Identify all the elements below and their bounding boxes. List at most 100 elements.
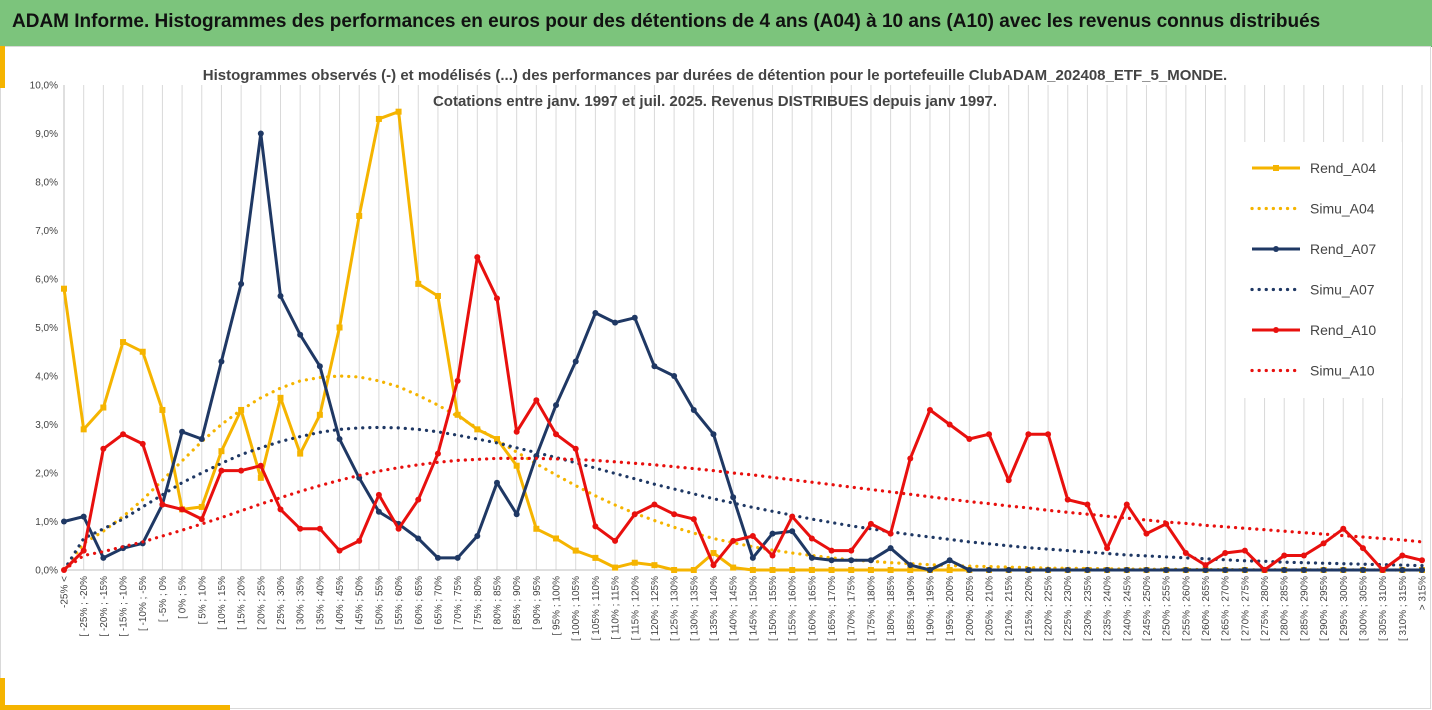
- y-tick-label: 7,0%: [35, 226, 58, 237]
- data-point-rend-a07: [808, 554, 815, 561]
- x-tick-label: [ 20% ; 25%: [256, 576, 267, 630]
- x-tick-label: [ 100% ; 105%: [571, 576, 582, 641]
- data-point-rend-a10: [198, 516, 205, 523]
- data-point-rend-a10: [651, 501, 658, 508]
- data-point-rend-a10: [690, 516, 697, 523]
- data-point-rend-a07: [336, 436, 343, 443]
- x-tick-label: -25% <: [60, 576, 71, 608]
- data-point-rend-a04: [61, 285, 67, 292]
- x-tick-label: [ 250% ; 255%: [1162, 576, 1173, 641]
- data-point-rend-a04: [80, 426, 87, 433]
- x-tick-label: [ 120% ; 125%: [650, 576, 661, 641]
- data-point-rend-a07: [1163, 567, 1170, 573]
- data-point-rend-a07: [316, 363, 323, 370]
- data-point-rend-a04: [533, 525, 540, 532]
- legend-label-simu-a10: Simu_A10: [1310, 363, 1375, 379]
- x-tick-label: [ 185% ; 190%: [906, 576, 917, 641]
- data-point-rend-a10: [179, 506, 186, 513]
- data-point-rend-a07: [434, 554, 441, 561]
- x-tick-label: [ 255% ; 260%: [1181, 576, 1192, 641]
- series-line-rend-a07: [63, 132, 1422, 572]
- data-point-rend-a10: [1064, 496, 1071, 503]
- data-point-rend-a10: [257, 462, 264, 469]
- data-point-rend-a04: [454, 411, 461, 418]
- data-point-rend-a10: [218, 467, 225, 474]
- x-tick-label: [ -5% ; 0%: [158, 576, 169, 622]
- data-point-rend-a04: [139, 348, 146, 355]
- chart-subtitle: Cotations entre janv. 1997 et juil. 2025…: [432, 93, 998, 110]
- data-point-rend-a07: [1143, 567, 1150, 573]
- legend-box: [1236, 142, 1402, 398]
- series-line-simu-a10: [62, 456, 1424, 572]
- data-point-rend-a04: [651, 562, 658, 569]
- data-point-rend-a04: [218, 448, 225, 455]
- data-point-rend-a04: [316, 411, 323, 418]
- data-point-rend-a10: [1300, 552, 1307, 559]
- data-point-rend-a07: [1241, 567, 1248, 573]
- data-point-rend-a10: [789, 513, 796, 520]
- legend-label-simu-a04: Simu_A04: [1310, 201, 1375, 217]
- data-point-rend-a10: [1320, 540, 1327, 547]
- data-point-rend-a07: [730, 494, 737, 501]
- data-point-rend-a04: [198, 503, 205, 510]
- x-tick-label: [ 300% ; 305%: [1358, 576, 1369, 641]
- data-point-rend-a04: [730, 564, 737, 571]
- data-point-rend-a07: [848, 557, 855, 564]
- x-tick-label: [ 220% ; 225%: [1044, 576, 1055, 641]
- data-point-rend-a07: [671, 373, 678, 379]
- data-point-rend-a10: [238, 467, 245, 474]
- y-tick-label: 6,0%: [35, 275, 58, 286]
- y-tick-label: 10,0%: [30, 81, 58, 92]
- data-point-rend-a10: [769, 552, 776, 559]
- x-tick-label: [ 280% ; 285%: [1280, 576, 1291, 641]
- data-point-rend-a04: [671, 567, 678, 573]
- data-point-rend-a10: [730, 537, 737, 544]
- x-tick-label: [ 95% ; 100%: [552, 576, 563, 636]
- data-point-rend-a07: [1222, 567, 1229, 573]
- data-point-rend-a10: [297, 525, 304, 532]
- x-tick-label: [ 240% ; 245%: [1122, 576, 1133, 641]
- data-point-rend-a10: [1084, 501, 1091, 508]
- x-tick-label: [ 25% ; 30%: [276, 576, 287, 630]
- data-point-rend-a10: [513, 428, 520, 435]
- chart-frame: [0, 46, 1431, 709]
- data-point-rend-a07: [867, 557, 874, 564]
- data-point-rend-a07: [1025, 567, 1032, 573]
- data-point-rend-a07: [179, 428, 186, 435]
- x-tick-label: [ 155% ; 160%: [788, 576, 799, 641]
- data-point-rend-a10: [474, 254, 481, 261]
- report-title: ADAM Informe. Histogrammes des performan…: [12, 11, 1321, 32]
- accent-corner-bottom: [0, 678, 230, 710]
- x-tick-label: [ 0% ; 5%: [178, 576, 189, 619]
- x-tick-label: [ 170% ; 175%: [847, 576, 858, 641]
- y-tick-label: 4,0%: [35, 372, 58, 383]
- data-point-rend-a10: [415, 496, 422, 503]
- data-point-rend-a04: [592, 554, 599, 561]
- data-point-rend-a04: [297, 450, 304, 457]
- data-point-rend-a04: [415, 280, 422, 287]
- x-tick-label: [ 60% ; 65%: [414, 576, 425, 630]
- data-point-rend-a07: [1202, 567, 1209, 573]
- data-point-rend-a04: [375, 115, 382, 122]
- data-point-rend-a10: [1399, 552, 1406, 559]
- data-point-rend-a10: [1005, 477, 1012, 484]
- data-point-rend-a07: [710, 431, 717, 438]
- y-tick-label: 3,0%: [35, 420, 58, 431]
- report-banner: ADAM Informe. Histogrammes des performan…: [0, 0, 1432, 47]
- data-point-rend-a04: [789, 567, 796, 573]
- data-point-rend-a04: [513, 462, 520, 469]
- x-tick-label: [ 210% ; 215%: [1004, 576, 1015, 641]
- data-point-rend-a10: [612, 537, 619, 544]
- x-tick-label: > 315%: [1418, 576, 1429, 610]
- x-tick-label: [ 275% ; 280%: [1260, 576, 1271, 641]
- data-point-rend-a10: [1025, 431, 1032, 438]
- data-point-rend-a07: [651, 363, 658, 370]
- data-point-rend-a07: [1064, 567, 1071, 573]
- accent-corner-top: [0, 46, 5, 88]
- data-point-rend-a10: [375, 491, 382, 498]
- data-point-rend-a07: [415, 535, 422, 542]
- data-point-rend-a10: [434, 450, 441, 457]
- x-tick-label: [ 195% ; 200%: [945, 576, 956, 641]
- data-point-rend-a07: [986, 567, 993, 573]
